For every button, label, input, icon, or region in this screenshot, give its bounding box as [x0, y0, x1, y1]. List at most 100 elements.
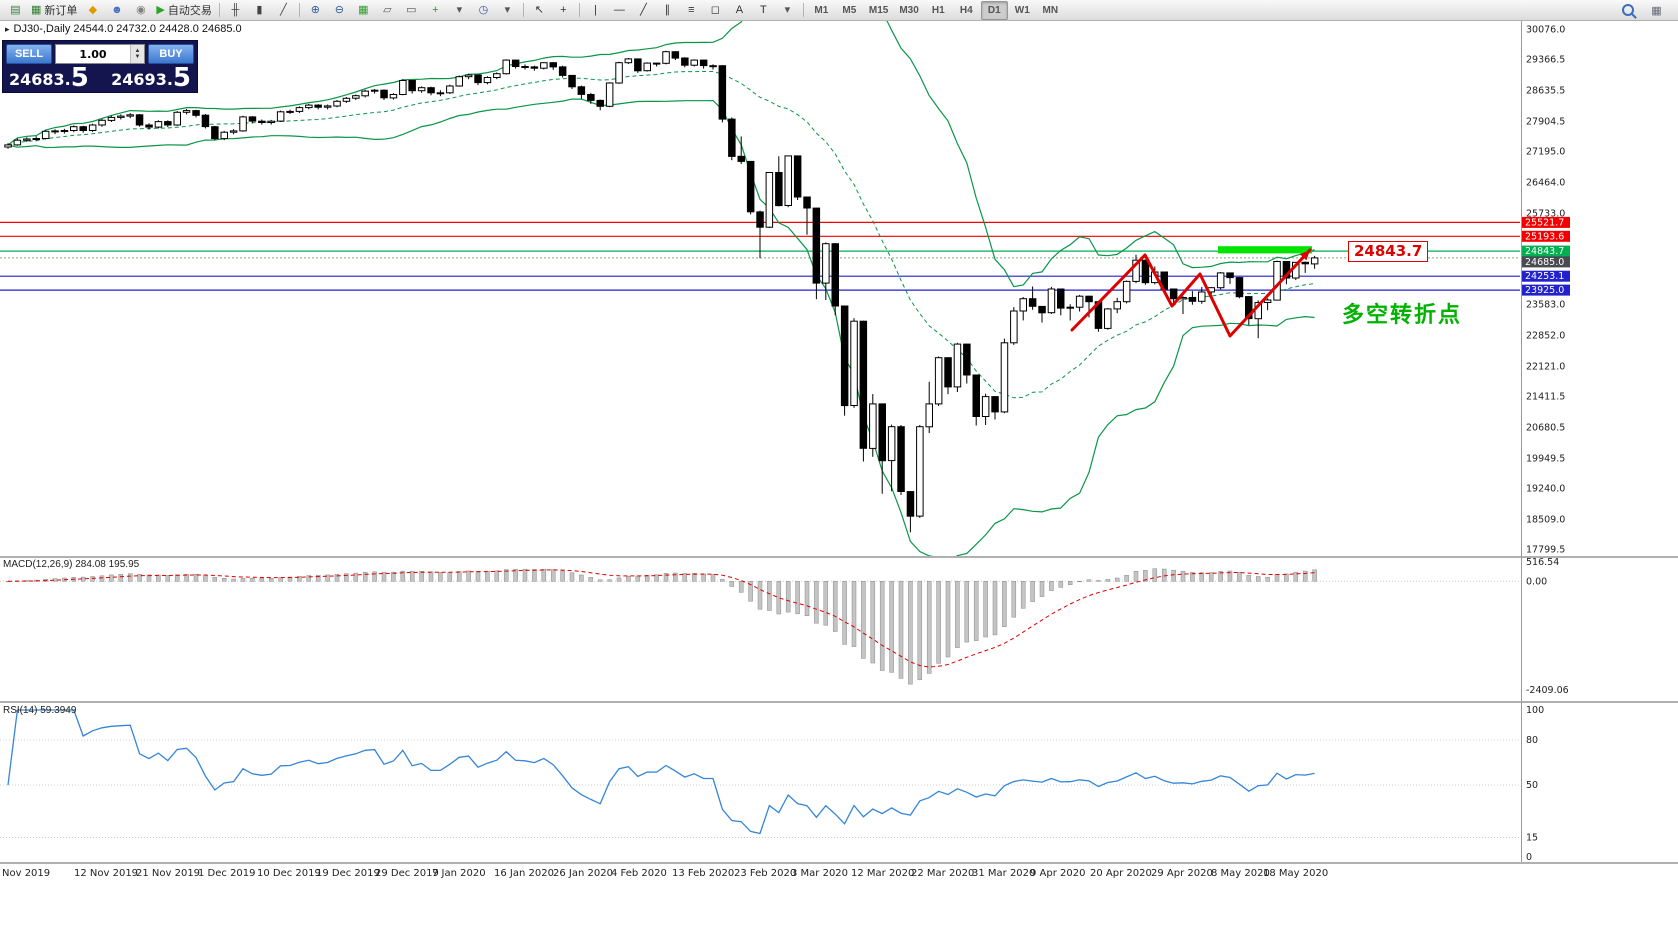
new-chart-icon: ▤ — [10, 3, 21, 16]
sell-button[interactable]: SELL — [6, 44, 52, 64]
crosshair-icon: + — [560, 3, 567, 16]
svg-text:31 Mar 2020: 31 Mar 2020 — [972, 868, 1035, 879]
svg-text:18 May 2020: 18 May 2020 — [1263, 868, 1328, 879]
tile-windows-icon: ▦ — [358, 3, 369, 16]
line-chart-icon: ╱ — [280, 3, 287, 16]
svg-text:26 Jan 2020: 26 Jan 2020 — [553, 868, 613, 879]
price-badge — [1522, 245, 1570, 257]
cascade-windows-icon: ▱ — [383, 3, 392, 16]
svg-text:516.54: 516.54 — [1526, 557, 1559, 568]
cursor-button[interactable]: ↖ — [528, 1, 551, 20]
svg-text:20680.5: 20680.5 — [1526, 423, 1565, 434]
svg-text:24843.7: 24843.7 — [1525, 246, 1564, 257]
favorites-icon-icon: ◆ — [88, 3, 98, 16]
svg-text:22 Mar 2020: 22 Mar 2020 — [911, 868, 974, 879]
layout-button[interactable]: ▦ — [1645, 1, 1668, 20]
bar-chart-icon: ╫ — [231, 3, 240, 16]
svg-text:18509.0: 18509.0 — [1526, 515, 1565, 526]
autotrading-button[interactable]: ▶ 自动交易 — [153, 1, 214, 20]
svg-text:21411.5: 21411.5 — [1526, 392, 1565, 403]
tf-m5-button[interactable]: M5 — [836, 1, 863, 20]
fibonacci-icon: ≡ — [688, 3, 695, 16]
tf-h1-button-label: H1 — [931, 4, 945, 16]
indicators-dropdown[interactable]: ▾ — [448, 1, 471, 20]
bar-chart-button[interactable]: ╫ — [224, 1, 247, 20]
svg-text:29366.5: 29366.5 — [1526, 54, 1565, 65]
vertical-line-button[interactable]: | — [584, 1, 607, 20]
svg-text:25193.6: 25193.6 — [1525, 231, 1564, 242]
macd-panel[interactable] — [0, 568, 1520, 685]
panel-separator — [0, 701, 1678, 703]
svg-text:1 Dec 2019: 1 Dec 2019 — [198, 868, 256, 879]
one-click-trading-panel: SELL ▲ ▼ BUY 24683.5 24693.5 — [2, 40, 198, 93]
tf-w1-button[interactable]: W1 — [1009, 1, 1036, 20]
volume-stepper[interactable]: ▲ ▼ — [130, 45, 144, 63]
periods-dropdown[interactable]: ▾ — [496, 1, 519, 20]
tf-h1-button[interactable]: H1 — [925, 1, 952, 20]
tf-d1-button[interactable]: D1 — [980, 0, 1008, 20]
symbol-ohlc-text: DJ30-,Daily 24544.0 24732.0 24428.0 2468… — [13, 23, 242, 35]
profile-icon[interactable]: ☻ — [105, 1, 128, 20]
trendline-button[interactable]: ╱ — [632, 1, 655, 20]
cascade-windows-button[interactable]: ▱ — [376, 1, 399, 20]
periods-icon: ◷ — [478, 3, 489, 16]
objects-dropdown[interactable]: ▾ — [776, 1, 799, 20]
svg-text:22852.0: 22852.0 — [1526, 331, 1565, 342]
candlestick-chart-button[interactable]: ▮ — [248, 1, 271, 20]
svg-text:22121.0: 22121.0 — [1526, 362, 1565, 373]
svg-text:7 Jan 2020: 7 Jan 2020 — [432, 868, 486, 879]
zoom-in-button[interactable]: ⊕ — [304, 1, 327, 20]
tf-m30-button[interactable]: M30 — [894, 1, 923, 20]
svg-text:17799.5: 17799.5 — [1526, 545, 1565, 556]
svg-text:20 Apr 2020: 20 Apr 2020 — [1090, 868, 1152, 879]
arrange-windows-button[interactable]: ▭ — [400, 1, 423, 20]
svg-text:23583.0: 23583.0 — [1526, 300, 1565, 311]
profile-icon-icon: ☻ — [111, 3, 123, 16]
fibonacci-button[interactable]: ≡ — [680, 1, 703, 20]
shapes-button[interactable]: ◻ — [704, 1, 727, 20]
svg-text:4 Feb 2020: 4 Feb 2020 — [611, 868, 667, 879]
indicators-button[interactable]: + — [424, 1, 447, 20]
stepper-up-icon[interactable]: ▲ — [134, 48, 141, 54]
new-chart-button[interactable]: ▤ — [4, 1, 27, 20]
rsi-panel[interactable] — [0, 709, 1520, 838]
community-icon[interactable]: ◉ — [129, 1, 152, 20]
line-chart-button[interactable]: ╱ — [272, 1, 295, 20]
tf-m1-button[interactable]: M1 — [808, 1, 835, 20]
volume-input[interactable] — [56, 45, 130, 63]
horizontal-line-icon: — — [613, 3, 625, 16]
svg-text:19240.0: 19240.0 — [1526, 484, 1565, 495]
panel-separator — [0, 862, 1678, 864]
tf-m15-button[interactable]: M15 — [864, 1, 893, 20]
svg-text:0: 0 — [1526, 852, 1532, 863]
crosshair-button[interactable]: + — [552, 1, 575, 20]
tf-mn-button[interactable]: MN — [1037, 1, 1064, 20]
price-axis[interactable]: 30076.0 29366.5 28635.5 27904.5 27195.0 26464… — [1522, 24, 1570, 863]
svg-text:0.00: 0.00 — [1526, 576, 1547, 587]
price-level-label[interactable]: 24843.7 — [1348, 241, 1429, 262]
arrows-button[interactable]: A — [728, 1, 751, 20]
main-price-panel[interactable] — [0, 0, 1520, 561]
turning-point-note[interactable]: 多空转折点 — [1342, 302, 1463, 327]
tf-h4-button[interactable]: H4 — [953, 1, 980, 20]
tile-windows-button[interactable]: ▦ — [352, 1, 375, 20]
text-icon: T — [760, 3, 767, 16]
new-order-button-label: 新订单 — [44, 5, 78, 17]
buy-button[interactable]: BUY — [148, 44, 194, 64]
periods-button[interactable]: ◷ — [472, 1, 495, 20]
stepper-down-icon[interactable]: ▼ — [134, 54, 141, 60]
svg-text:23925.0: 23925.0 — [1525, 285, 1564, 296]
channel-icon: ∥ — [664, 3, 671, 16]
tf-h4-button-label: H4 — [959, 4, 973, 16]
search-button[interactable] — [1616, 1, 1639, 20]
favorites-icon[interactable]: ◆ — [81, 1, 104, 20]
text-button[interactable]: T — [752, 1, 775, 20]
new-order-button[interactable]: ▦ 新订单 — [28, 1, 80, 20]
horizontal-line-button[interactable]: — — [608, 1, 631, 20]
resistance-zone-rect — [1218, 246, 1312, 254]
svg-text:Nov 2019: Nov 2019 — [2, 868, 50, 879]
zoom-out-button[interactable]: ⊖ — [328, 1, 351, 20]
channel-button[interactable]: ∥ — [656, 1, 679, 20]
